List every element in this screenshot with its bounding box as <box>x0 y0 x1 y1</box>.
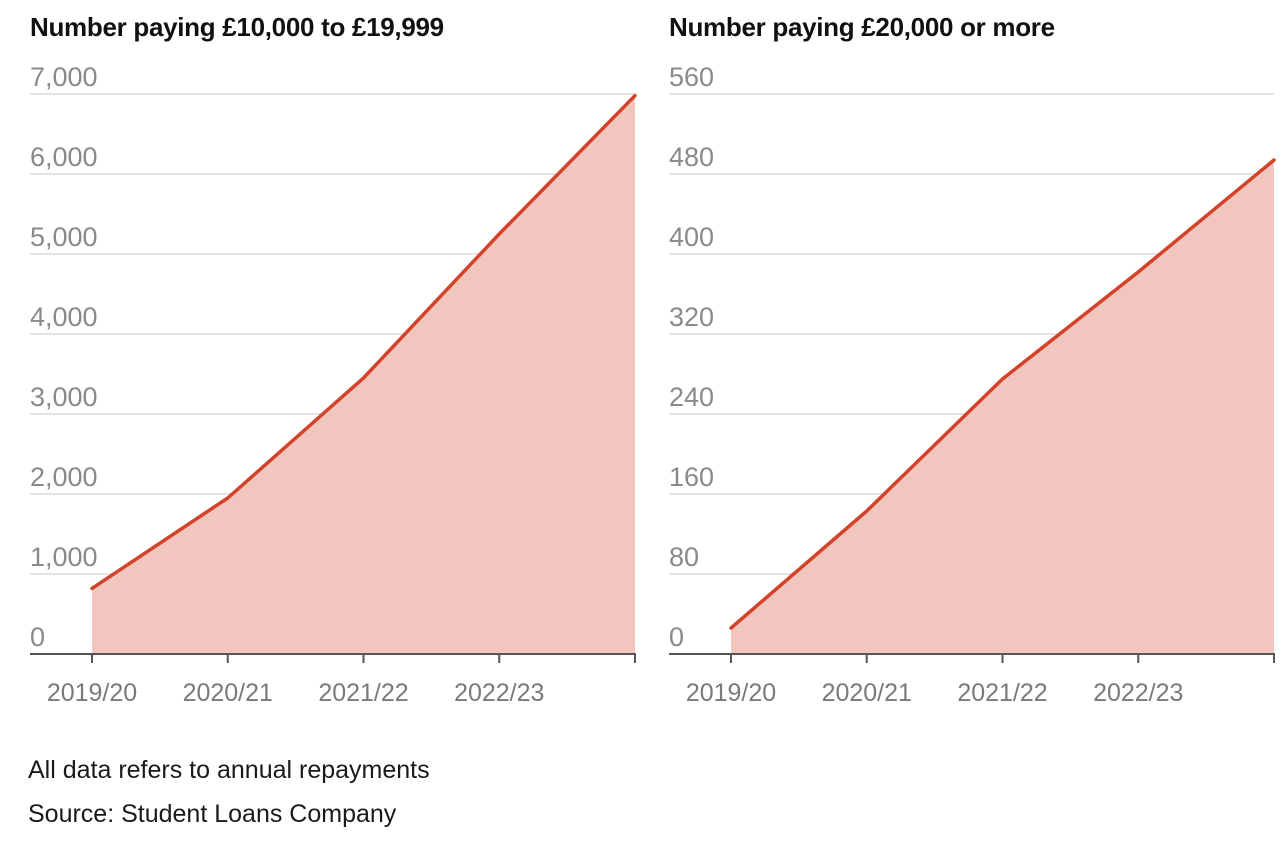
area-chart-right: 0 80 160 240 320 400 480 560 2019/20 2020/21 2021/… <box>669 62 1276 707</box>
chart-panel-right: Number paying £20,000 or more 0 80 160 240 3… <box>641 0 1282 720</box>
area-fill <box>731 160 1274 654</box>
x-tick-label: 2019/20 <box>686 679 776 707</box>
chart-title: Number paying £20,000 or more <box>669 12 1055 42</box>
source-note: Source: Student Loans Company <box>28 800 397 828</box>
y-tick-label: 160 <box>669 462 714 492</box>
x-tick-label: 2022/23 <box>1093 679 1183 707</box>
y-tick-label: 240 <box>669 382 714 412</box>
y-tick-label: 0 <box>30 622 45 652</box>
x-tick-label: 2020/21 <box>183 679 273 707</box>
x-tick-label: 2019/20 <box>47 679 137 707</box>
chart-title: Number paying £10,000 to £19,999 <box>30 12 444 42</box>
y-tick-label: 5,000 <box>30 222 98 252</box>
y-tick-label: 560 <box>669 62 714 92</box>
footnote: All data refers to annual repayments <box>28 756 430 784</box>
area-chart-left: 0 1,000 2,000 3,000 4,000 5,000 6,000 7,000 2019… <box>30 62 637 707</box>
y-tick-label: 7,000 <box>30 62 98 92</box>
y-tick-label: 6,000 <box>30 142 98 172</box>
y-tick-label: 480 <box>669 142 714 172</box>
y-tick-label: 3,000 <box>30 382 98 412</box>
y-tick-label: 0 <box>669 622 684 652</box>
y-tick-label: 80 <box>669 542 699 572</box>
y-tick-label: 400 <box>669 222 714 252</box>
y-tick-label: 2,000 <box>30 462 98 492</box>
x-tick-label: 2022/23 <box>454 679 544 707</box>
x-tick-label: 2021/22 <box>957 679 1047 707</box>
x-tick-label: 2021/22 <box>318 679 408 707</box>
x-tick-label: 2020/21 <box>822 679 912 707</box>
chart-panel-left: Number paying £10,000 to £19,999 0 1,000 2… <box>0 0 641 720</box>
y-tick-label: 1,000 <box>30 542 98 572</box>
y-tick-label: 320 <box>669 302 714 332</box>
y-tick-label: 4,000 <box>30 302 98 332</box>
